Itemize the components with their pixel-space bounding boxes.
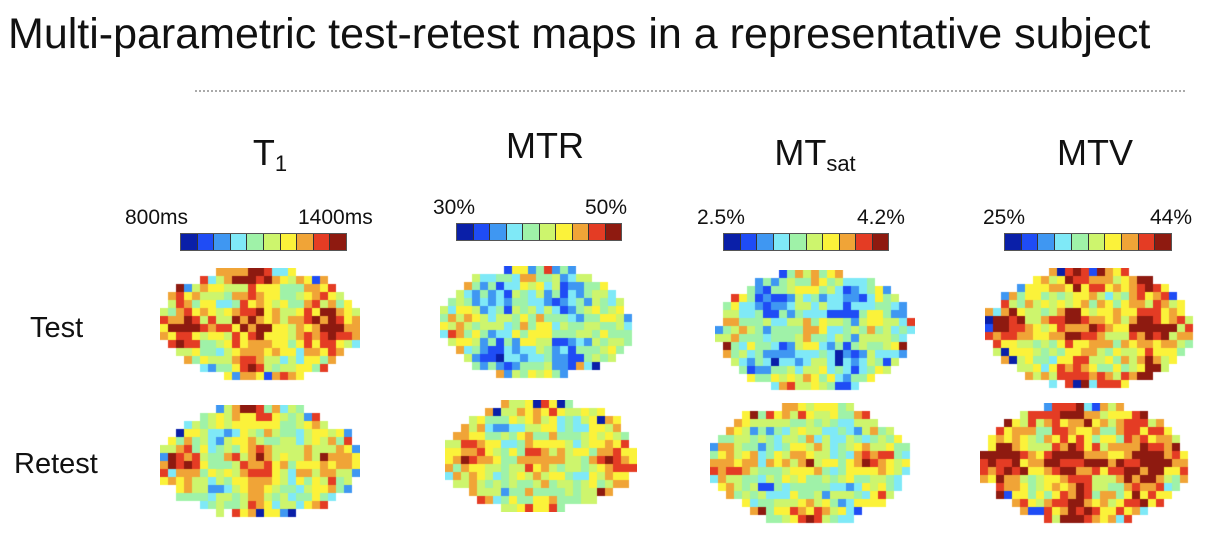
header-text: MTV (1057, 132, 1133, 173)
colorbar-segment (181, 234, 198, 250)
column-header-mtr: MTR (445, 125, 645, 167)
map-mtsat-test (715, 270, 915, 393)
colorbar-t1 (180, 233, 347, 251)
colorbar-segment (523, 224, 540, 240)
slide-title: Multi-parametric test-retest maps in a r… (8, 10, 1151, 58)
colorbar-segment (539, 224, 556, 240)
colorbar-segment (1021, 234, 1039, 250)
colorbar-max-label: 4.2% (857, 206, 905, 229)
colorbar-segment (197, 234, 215, 250)
colorbar-segment (1155, 234, 1172, 250)
header-subscript: 1 (274, 151, 288, 176)
colorbar-segment (856, 234, 873, 250)
colorbar-segment (757, 234, 774, 250)
column-header-t1: T1 (170, 132, 370, 177)
map-mtr-test (440, 266, 635, 382)
title-divider (195, 90, 1185, 92)
colorbar-segment (1055, 234, 1072, 250)
colorbar-min-label: 800ms (125, 206, 189, 229)
map-t1-retest (160, 405, 360, 520)
colorbar-segment (1038, 234, 1056, 250)
map-t1-test (160, 268, 360, 386)
colorbar-segment (247, 234, 264, 250)
map-mtv-retest (980, 403, 1195, 530)
colorbar-segment (1121, 234, 1139, 250)
colorbar-segment (230, 234, 248, 250)
colorbar-segment (1071, 234, 1089, 250)
colorbar-min-label: 25% (983, 206, 1026, 229)
colorbar-segment (740, 234, 757, 250)
colorbar-segment (1138, 234, 1156, 250)
header-text: MTR (506, 125, 584, 166)
colorbar-segment (724, 234, 741, 250)
colorbar-segment (1105, 234, 1122, 250)
colorbar-segment (214, 234, 231, 250)
row-label-retest: Retest (14, 448, 98, 480)
colorbar-segment (790, 234, 807, 250)
colorbar-segment (490, 224, 507, 240)
colorbar-mtr (456, 223, 622, 241)
colorbar-segment (605, 224, 621, 240)
colorbar-segment (773, 234, 790, 250)
colorbar-mtsat (723, 233, 889, 251)
colorbar-segment (839, 234, 856, 250)
row-label-test: Test (30, 312, 84, 344)
map-mtsat-retest (710, 403, 915, 530)
colorbar-segment (589, 224, 606, 240)
colorbar-segment (457, 224, 474, 240)
colorbar-max-label: 1400ms (298, 206, 373, 229)
colorbar-mtv (1004, 233, 1172, 251)
column-header-mtv: MTV (995, 132, 1195, 174)
colorbar-segment (823, 234, 840, 250)
colorbar-segment (297, 234, 314, 250)
colorbar-segment (330, 234, 346, 250)
colorbar-segment (506, 224, 523, 240)
colorbar-segment (572, 224, 589, 240)
map-mtv-test (985, 268, 1195, 390)
header-subscript: sat (826, 151, 856, 176)
colorbar-segment (280, 234, 298, 250)
column-header-mtsat: MTsat (715, 132, 915, 177)
colorbar-segment (1005, 234, 1022, 250)
header-text: MT (774, 132, 827, 173)
colorbar-max-label: 44% (1150, 206, 1193, 229)
colorbar-segment (556, 224, 573, 240)
colorbar-max-label: 50% (585, 196, 628, 219)
map-mtr-retest (445, 400, 637, 512)
colorbar-segment (313, 234, 331, 250)
colorbar-segment (473, 224, 490, 240)
colorbar-segment (806, 234, 823, 250)
header-text: T (252, 132, 275, 173)
colorbar-min-label: 30% (433, 196, 476, 219)
colorbar-segment (872, 234, 888, 250)
colorbar-segment (1088, 234, 1106, 250)
colorbar-min-label: 2.5% (697, 206, 745, 229)
colorbar-segment (263, 234, 281, 250)
